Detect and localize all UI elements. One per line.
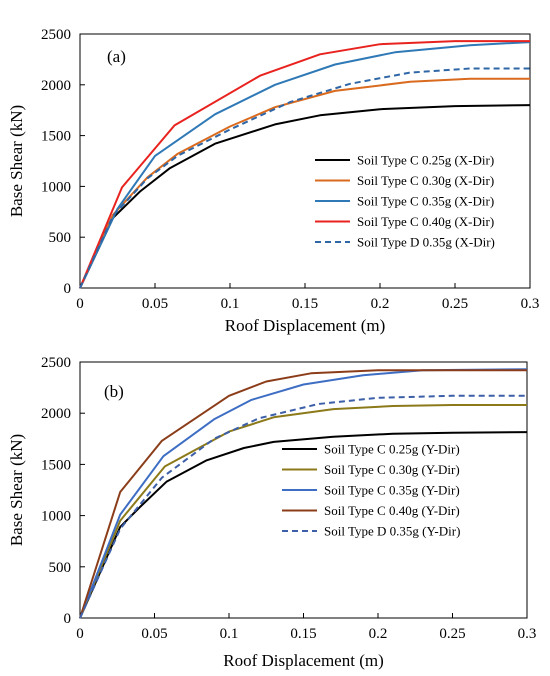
- chart-panel-2: 0 0.05 0.1 0.15 0.2 0.25 0.3 0 500 1000 1500 2000 25…: [7, 355, 536, 670]
- series-line-5: [79, 394, 527, 619]
- series-line-5: [79, 67, 530, 289]
- legend-entry: Soil Type C 0.25g (X-Dir): [357, 153, 494, 168]
- x-tick-label: 0.05: [141, 626, 167, 642]
- x-tick-label: 0: [76, 626, 84, 642]
- x-tick-label: 0.1: [220, 626, 239, 642]
- legend-entry: Soil Type C 0.35g (Y-Dir): [324, 483, 460, 498]
- y-tick-label: 2500: [41, 355, 71, 371]
- x-tick-label: 0.1: [221, 296, 240, 312]
- series-line-4: [79, 369, 527, 619]
- panel-label: (b): [104, 382, 124, 401]
- y-tick-label: 1000: [41, 509, 71, 525]
- y-tick-label: 500: [49, 560, 72, 576]
- legend-entry: Soil Type C 0.40g (Y-Dir): [324, 503, 460, 518]
- y-axis-title: Base Shear (kN): [7, 105, 26, 217]
- x-tick-label: 0.05: [142, 296, 168, 312]
- y-tick-label: 1500: [41, 457, 71, 473]
- chart-panel-1: 0 0.05 0.1 0.15 0.2 0.25 0.3 0 500 1000 1500 2000 25…: [7, 27, 539, 335]
- series-line-1: [79, 431, 528, 619]
- y-tick-label: 2000: [41, 78, 71, 94]
- legend-entry: Soil Type C 0.25g (Y-Dir): [324, 442, 460, 457]
- y-tick-label: 0: [64, 281, 72, 297]
- legend-entry: Soil Type C 0.35g (X-Dir): [357, 194, 494, 209]
- y-tick-label: 1500: [41, 129, 71, 145]
- x-tick-label: 0.15: [292, 296, 318, 312]
- legend-entry: Soil Type C 0.40g (X-Dir): [357, 214, 494, 229]
- series-line-3: [79, 41, 531, 289]
- x-tick-label: 0.25: [442, 296, 468, 312]
- x-tick-label: 0.2: [371, 296, 390, 312]
- y-tick-label: 1000: [41, 179, 71, 195]
- legend-entry: Soil Type C 0.30g (Y-Dir): [324, 462, 460, 477]
- y-tick-label: 0: [64, 611, 72, 627]
- x-tick-label: 0.15: [290, 626, 316, 642]
- y-tick-label: 2000: [41, 406, 71, 422]
- x-axis-title: Roof Displacement (m): [223, 651, 384, 670]
- series-line-1: [79, 104, 531, 289]
- x-tick-label: 0.3: [521, 296, 540, 312]
- legend-entry: Soil Type D 0.35g (X-Dir): [357, 235, 495, 250]
- x-tick-label: 0.3: [518, 626, 537, 642]
- y-tick-label: 500: [49, 230, 72, 246]
- x-tick-label: 0.25: [439, 626, 465, 642]
- x-tick-label: 0: [76, 296, 84, 312]
- series-line-3: [79, 368, 528, 619]
- series-line-4: [79, 40, 530, 289]
- legend: Soil Type C 0.25g (Y-Dir) Soil Type C 0.3…: [282, 442, 460, 539]
- panel-label: (a): [107, 47, 126, 66]
- x-tick-label: 0.2: [369, 626, 388, 642]
- y-tick-label: 2500: [41, 27, 71, 43]
- y-axis-title: Base Shear (kN): [7, 434, 26, 546]
- x-axis-title: Roof Displacement (m): [225, 316, 386, 335]
- legend: Soil Type C 0.25g (X-Dir) Soil Type C 0.3…: [315, 153, 495, 250]
- legend-entry: Soil Type C 0.30g (X-Dir): [357, 173, 494, 188]
- legend-entry: Soil Type D 0.35g (Y-Dir): [324, 524, 460, 539]
- series-line-2: [79, 404, 527, 619]
